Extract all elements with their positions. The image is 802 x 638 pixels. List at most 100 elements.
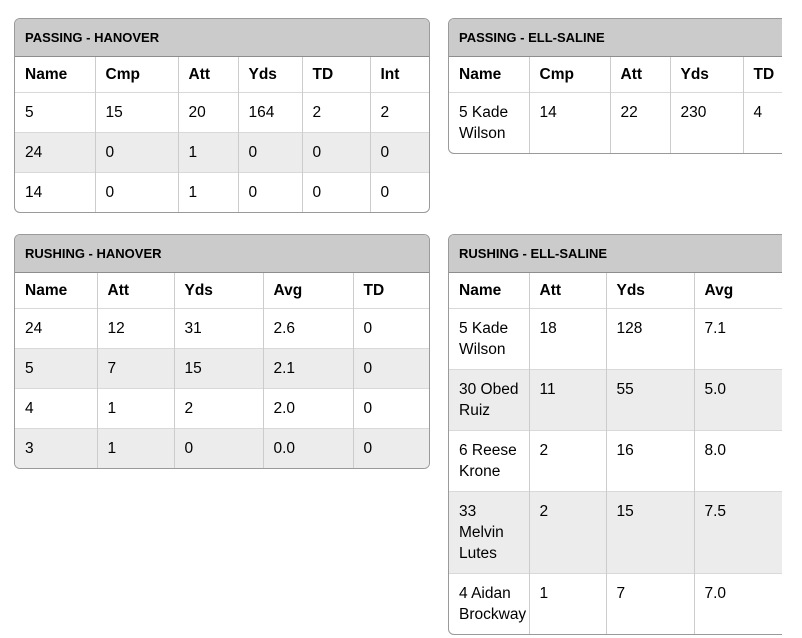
stat-cell: 12 [96, 308, 174, 349]
col-header-cmp: Cmp [94, 57, 178, 93]
table-row: 4 1 2 2.0 0 [15, 388, 429, 429]
table-row: 6 Reese Krone 2 16 8.0 [449, 430, 782, 492]
stat-cell: 2.0 [262, 388, 353, 429]
col-header-yds: Yds [173, 273, 263, 309]
col-header-yds: Yds [237, 57, 302, 93]
col-header-td: TD [742, 57, 782, 93]
stat-cell: 0 [301, 132, 370, 173]
table-body: 5 Kade Wilson 18 128 7.1 30 Obed Ruiz 11… [449, 308, 782, 634]
stat-cell: 15 [94, 92, 178, 133]
stat-cell: 14 [528, 92, 610, 153]
table-row: 24 12 31 2.6 0 [15, 308, 429, 349]
col-header-td: TD [301, 57, 370, 93]
stat-cell: 0 [352, 308, 429, 349]
stat-cell: 1 [177, 172, 238, 212]
stat-cell: 0 [352, 388, 429, 429]
stat-cell: 0 [237, 172, 302, 212]
stat-cell: 18 [528, 308, 606, 370]
stat-cell: 7 [96, 348, 174, 389]
col-header-avg: Avg [262, 273, 353, 309]
passing-ell-saline-clip: PASSING - ELL-SALINE Name Cmp Att Yds TD [448, 18, 782, 154]
rushing-ell-saline-table: Name Att Yds Avg 5 Kade Wilson 18 128 7.… [449, 273, 782, 634]
stat-cell: 55 [605, 369, 694, 431]
player-cell: 4 [15, 388, 97, 429]
passing-ell-saline-table: Name Cmp Att Yds TD 5 Kade Wilson 14 22 … [449, 57, 782, 153]
player-cell: 5 Kade Wilson [449, 92, 529, 153]
col-header-att: Att [177, 57, 238, 93]
stat-cell: 1 [528, 573, 606, 634]
table-head: Name Att Yds Avg [449, 273, 782, 309]
table-row: 5 Kade Wilson 18 128 7.1 [449, 308, 782, 370]
table-title: RUSHING - HANOVER [15, 235, 429, 273]
table-title: PASSING - ELL-SALINE [449, 19, 782, 57]
player-cell: 3 [15, 428, 97, 468]
table-row: 3 1 0 0.0 0 [15, 428, 429, 468]
stat-cell: 16 [605, 430, 694, 492]
col-header-name: Name [25, 66, 68, 83]
col-header-name: Name [459, 282, 502, 299]
stat-cell: 2 [528, 491, 606, 574]
stat-cell: 128 [605, 308, 694, 370]
header-row: Name Cmp Att Yds TD Int [15, 57, 429, 93]
player-cell: 5 [15, 348, 97, 389]
stat-cell: 2 [301, 92, 370, 133]
table-body: 5 Kade Wilson 14 22 230 4 [449, 92, 782, 153]
stat-cell: 0 [94, 132, 178, 173]
col-header-name: Name [25, 282, 68, 299]
player-cell: 5 Kade Wilson [449, 308, 529, 370]
table-head: Name Cmp Att Yds TD [449, 57, 782, 93]
header-row: Name Att Yds Avg TD [15, 273, 429, 309]
stat-cell: 7.0 [693, 573, 782, 634]
stat-cell: 0.0 [262, 428, 353, 468]
stat-cell: 164 [237, 92, 302, 133]
col-header-att: Att [528, 273, 606, 309]
table-body: 24 12 31 2.6 0 5 7 15 2.1 0 4 1 2 [15, 308, 429, 468]
col-header-td: TD [352, 273, 429, 309]
player-cell: 5 [15, 92, 95, 133]
table-row: 14 0 1 0 0 0 [15, 172, 429, 212]
rushing-ell-saline-clip: RUSHING - ELL-SALINE Name Att Yds Avg [448, 234, 782, 635]
table-row: 5 15 20 164 2 2 [15, 92, 429, 133]
stat-cell: 11 [528, 369, 606, 431]
col-header-cmp: Cmp [528, 57, 610, 93]
player-cell: 14 [15, 172, 95, 212]
stat-cell: 1 [96, 428, 174, 468]
stat-cell: 1 [177, 132, 238, 173]
stat-cell: 20 [177, 92, 238, 133]
stat-cell: 0 [301, 172, 370, 212]
stat-cell: 230 [669, 92, 743, 153]
col-header-int: Int [369, 57, 429, 93]
table-head: Name Att Yds Avg TD [15, 273, 429, 309]
player-cell: 24 [15, 308, 97, 349]
table-head: Name Cmp Att Yds TD Int [15, 57, 429, 93]
stat-cell: 0 [173, 428, 263, 468]
stat-cell: 15 [605, 491, 694, 574]
stat-cell: 0 [237, 132, 302, 173]
col-header-avg: Avg [693, 273, 782, 309]
stat-cell: 2.6 [262, 308, 353, 349]
stat-cell: 8.0 [693, 430, 782, 492]
col-header-att: Att [96, 273, 174, 309]
stat-cell: 31 [173, 308, 263, 349]
stat-cell: 0 [369, 132, 429, 173]
stat-cell: 7.1 [693, 308, 782, 370]
stat-cell: 0 [352, 428, 429, 468]
header-row: Name Att Yds Avg [449, 273, 782, 309]
passing-ell-saline-card: PASSING - ELL-SALINE Name Cmp Att Yds TD [448, 18, 782, 154]
stat-cell: 0 [369, 172, 429, 212]
player-cell: 4 Aidan Brockway [449, 573, 529, 634]
player-cell: 6 Reese Krone [449, 430, 529, 492]
table-row: 30 Obed Ruiz 11 55 5.0 [449, 369, 782, 431]
stat-cell: 2 [369, 92, 429, 133]
stat-cell: 0 [94, 172, 178, 212]
stat-cell: 22 [609, 92, 670, 153]
col-header-yds: Yds [605, 273, 694, 309]
stat-cell: 1 [96, 388, 174, 429]
table-row: 24 0 1 0 0 0 [15, 132, 429, 173]
col-header-att: Att [609, 57, 670, 93]
table-title: PASSING - HANOVER [15, 19, 429, 57]
stat-cell: 4 [742, 92, 782, 153]
table-title: RUSHING - ELL-SALINE [449, 235, 782, 273]
header-row: Name Cmp Att Yds TD [449, 57, 782, 93]
